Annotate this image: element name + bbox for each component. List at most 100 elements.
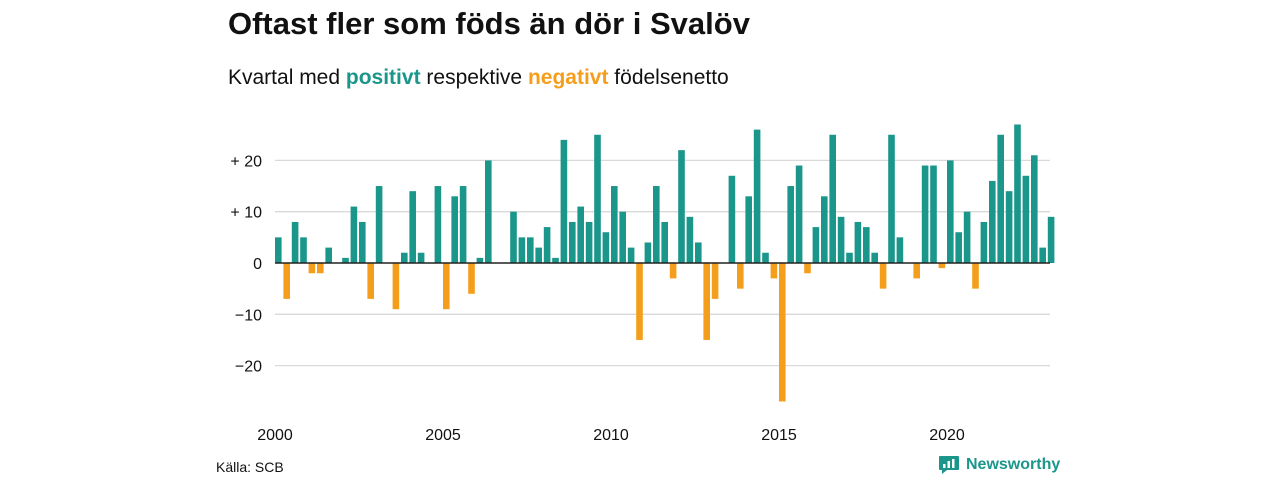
bar [779, 263, 786, 402]
bar [535, 247, 542, 263]
bar [342, 257, 349, 263]
bar [510, 211, 517, 263]
bar [972, 263, 979, 289]
bar [955, 232, 962, 263]
bar [871, 252, 878, 263]
y-tick-label: −10 [235, 307, 262, 324]
bar [980, 221, 988, 263]
bar [703, 263, 710, 340]
bar [459, 186, 467, 263]
bar [409, 191, 416, 263]
bar [308, 263, 316, 274]
bar [468, 263, 475, 294]
bar [367, 263, 374, 299]
chart-title: Oftast fler som föds än dör i Svalöv [228, 6, 750, 41]
y-tick-label: −20 [235, 359, 262, 376]
bar [275, 237, 282, 263]
bar [1039, 247, 1046, 263]
bar [947, 160, 954, 263]
bar [636, 263, 643, 340]
source-note: Källa: SCB [216, 459, 284, 475]
bar [325, 247, 332, 263]
x-tick-label: 2015 [761, 427, 797, 444]
bar [644, 242, 652, 263]
bar [745, 196, 752, 263]
bar [669, 263, 677, 279]
bar [837, 216, 845, 263]
subtitle-suffix: födelsenetto [608, 66, 729, 89]
bar [921, 165, 929, 263]
bar [863, 227, 870, 263]
bar [417, 252, 425, 263]
bar [375, 186, 383, 263]
chart-subtitle: Kvartal med positivt respektive negativt… [228, 66, 729, 90]
bar [879, 263, 887, 289]
x-tick-label: 2005 [425, 427, 461, 444]
grid-lines [275, 159, 1050, 367]
bar [711, 263, 719, 299]
bar [577, 206, 584, 263]
bar [443, 263, 450, 310]
bar [963, 211, 971, 263]
bar [350, 206, 358, 263]
bar [661, 221, 668, 263]
bars [275, 124, 1055, 402]
subtitle-positive-word: positivt [345, 66, 421, 89]
bar [770, 263, 778, 279]
subtitle-negative-word: negativt [527, 66, 609, 89]
bar [888, 134, 895, 263]
bar [611, 186, 618, 263]
y-tick-label: + 20 [230, 153, 262, 170]
bar [594, 134, 601, 263]
bar [552, 257, 559, 263]
bar [804, 263, 811, 274]
bar [678, 150, 685, 263]
bar [291, 221, 299, 263]
bar [686, 216, 694, 263]
bar [653, 186, 660, 263]
bar [913, 263, 920, 279]
x-tick-label: 2020 [929, 427, 965, 444]
bar [1047, 216, 1055, 263]
bar [846, 252, 853, 263]
bar [854, 221, 862, 263]
bar [451, 196, 458, 263]
x-tick-label: 2000 [257, 427, 293, 444]
bar [989, 180, 996, 263]
bar [753, 129, 761, 263]
y-tick-label: 0 [253, 256, 262, 273]
bar [476, 257, 484, 263]
bar [938, 263, 946, 269]
y-tick-label: + 10 [230, 205, 262, 222]
bar [737, 263, 744, 289]
bar [997, 134, 1004, 263]
brand-name: Newsworthy [966, 456, 1061, 473]
bar [392, 263, 400, 310]
axis-labels: + 20 + 10 0 −10 −20 2000 2005 2010 2015 2020 [230, 153, 964, 444]
bar [627, 247, 635, 263]
x-tick-label: 2010 [593, 427, 629, 444]
bar [1022, 175, 1030, 263]
bar [1014, 124, 1021, 264]
bar [602, 232, 610, 263]
brand-logo: Newsworthy [938, 455, 1060, 475]
bar [795, 165, 803, 263]
bar [283, 263, 290, 299]
bar [359, 221, 366, 263]
subtitle-middle: respektive [420, 66, 528, 89]
bar [569, 221, 576, 263]
bar [787, 186, 794, 263]
bar [896, 237, 904, 263]
newsworthy-logo-icon [939, 456, 959, 474]
bar [585, 221, 593, 263]
bar [829, 134, 836, 263]
bar [695, 242, 702, 263]
bar [317, 263, 324, 274]
bar [543, 227, 551, 263]
bar [518, 237, 526, 263]
bar [401, 252, 408, 263]
bar [619, 211, 626, 263]
bar [728, 175, 736, 263]
bar [300, 237, 307, 263]
